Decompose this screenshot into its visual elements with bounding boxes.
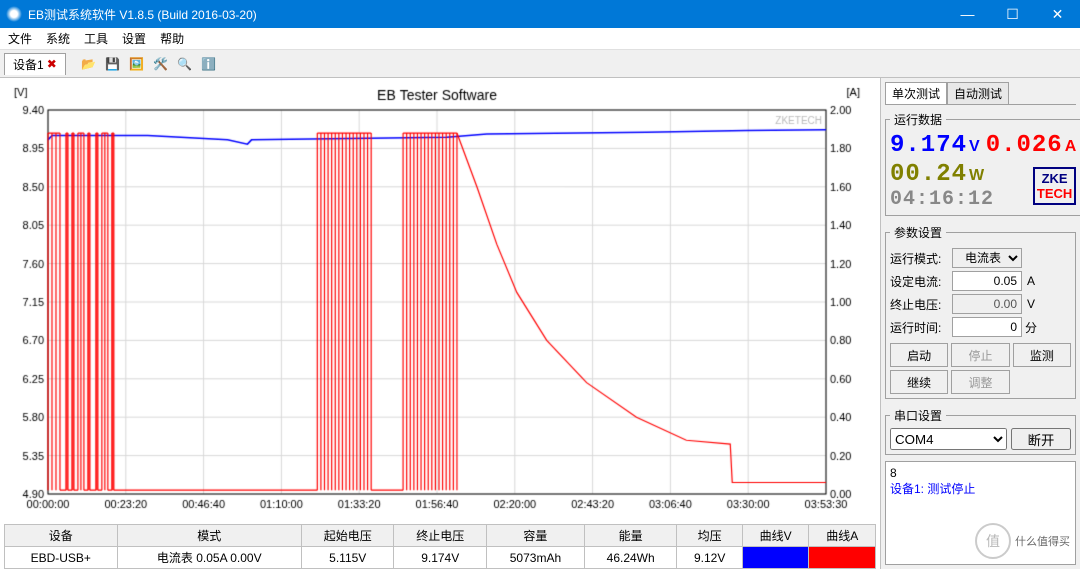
set-current-input[interactable] [952, 271, 1022, 291]
status-num: 8 [890, 466, 1071, 480]
image-icon[interactable]: 🖼️ [126, 53, 148, 75]
menu-help[interactable]: 帮助 [160, 30, 184, 47]
readout-voltage: 9.174V [890, 132, 980, 159]
chart-area: 设备 模式 起始电压 终止电压 容量 能量 均压 曲线V 曲线A EBD-USB… [0, 78, 880, 569]
maximize-button[interactable]: ☐ [990, 0, 1035, 28]
readout-current: 0.026A [986, 132, 1077, 159]
serial-group: 串口设置 COM4 断开 [885, 407, 1076, 455]
th-startv: 起始电压 [302, 525, 394, 547]
mode-label: 运行模式: [890, 250, 952, 267]
readout-power: 00.24W [890, 161, 1027, 188]
swatch-v [742, 547, 809, 569]
open-icon[interactable]: 📂 [78, 53, 100, 75]
search-icon[interactable]: 🔍 [174, 53, 196, 75]
watermark-icon: 值 [975, 523, 1011, 559]
running-data-group: 运行数据 9.174V 0.026A 00.24W 04:16:12 [885, 111, 1080, 216]
status-text: 设备1: 测试停止 [890, 480, 1071, 497]
tab-auto[interactable]: 自动测试 [947, 82, 1009, 104]
save-icon[interactable]: 💾 [102, 53, 124, 75]
serial-label: 串口设置 [890, 407, 946, 424]
title-bar: EB测试系统软件 V1.8.5 (Build 2016-03-20) — ☐ ✕ [0, 0, 1080, 28]
stop-button: 停止 [951, 343, 1009, 367]
set-current-label: 设定电流: [890, 273, 952, 290]
th-device: 设备 [5, 525, 118, 547]
minimize-button[interactable]: — [945, 0, 990, 28]
th-avgv: 均压 [677, 525, 742, 547]
run-time-label: 运行时间: [890, 319, 952, 336]
device-tab[interactable]: 设备1 ✖ [4, 53, 66, 75]
th-curvea: 曲线A [809, 525, 876, 547]
th-energy: 能量 [584, 525, 677, 547]
menu-bar: 文件 系统 工具 设置 帮助 [0, 28, 1080, 50]
table-row[interactable]: EBD-USB+ 电流表 0.05A 0.00V 5.115V 9.174V 5… [5, 547, 876, 569]
close-button[interactable]: ✕ [1035, 0, 1080, 28]
run-time-input[interactable] [952, 317, 1022, 337]
th-mode: 模式 [117, 525, 302, 547]
swatch-a [809, 547, 876, 569]
data-table: 设备 模式 起始电压 终止电压 容量 能量 均压 曲线V 曲线A EBD-USB… [4, 524, 876, 569]
menu-settings[interactable]: 设置 [122, 30, 146, 47]
tools-icon[interactable]: 🛠️ [150, 53, 172, 75]
th-endv: 终止电压 [394, 525, 486, 547]
com-port-select[interactable]: COM4 [890, 428, 1007, 450]
readout-time: 04:16:12 [890, 188, 1027, 211]
app-icon [6, 6, 22, 22]
side-panel: 单次测试 自动测试 运行数据 9.174V 0.026A 00.24W [880, 78, 1080, 569]
page-watermark: 值 什么值得买 [975, 523, 1070, 559]
window-title: EB测试系统软件 V1.8.5 (Build 2016-03-20) [28, 6, 945, 23]
menu-file[interactable]: 文件 [8, 30, 32, 47]
params-group: 参数设置 运行模式: 电流表 设定电流: A 终止电压: V 运行时间: 分 [885, 224, 1076, 399]
panel-tabs: 单次测试 自动测试 [885, 82, 1076, 105]
end-voltage-label: 终止电压: [890, 296, 952, 313]
zketech-logo: ZKE TECH [1033, 167, 1076, 205]
th-curvev: 曲线V [742, 525, 809, 547]
disconnect-button[interactable]: 断开 [1011, 428, 1071, 450]
adjust-button: 调整 [951, 370, 1009, 394]
toolbar: 设备1 ✖ 📂 💾 🖼️ 🛠️ 🔍 ℹ️ [0, 50, 1080, 78]
continue-button[interactable]: 继续 [890, 370, 948, 394]
params-label: 参数设置 [890, 224, 946, 241]
end-voltage-input [952, 294, 1022, 314]
chart-canvas [4, 82, 870, 522]
info-icon[interactable]: ℹ️ [198, 53, 220, 75]
monitor-button[interactable]: 监测 [1013, 343, 1071, 367]
running-data-label: 运行数据 [890, 111, 946, 128]
tab-single[interactable]: 单次测试 [885, 82, 947, 104]
mode-select[interactable]: 电流表 [952, 248, 1022, 268]
start-button[interactable]: 启动 [890, 343, 948, 367]
menu-tools[interactable]: 工具 [84, 30, 108, 47]
th-cap: 容量 [486, 525, 584, 547]
menu-system[interactable]: 系统 [46, 30, 70, 47]
